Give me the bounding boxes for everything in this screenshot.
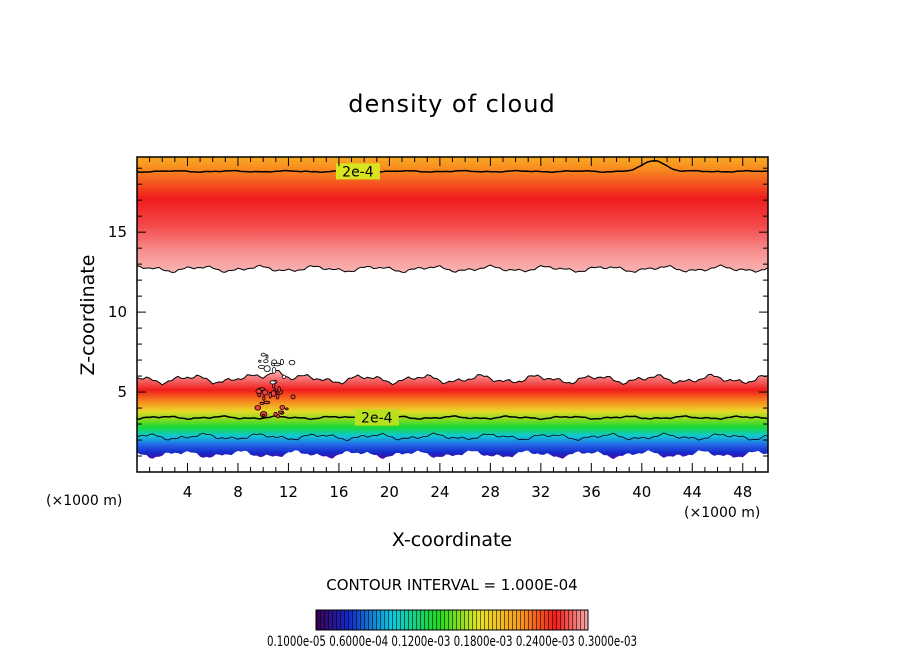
convection-cell [260,352,266,357]
x-tick-label: 28 [481,483,500,501]
convection-cell [270,390,277,397]
convection-cell [255,388,262,394]
convection-cell [261,413,265,417]
convection-cell [263,359,269,364]
x-axis-label: X-coordinate [392,529,512,551]
upper-2e-4-contour [137,159,768,174]
x-tick-label: 20 [380,483,399,501]
convection-cluster [254,352,296,419]
y-tick-label: 10 [108,303,127,321]
axis-ticks [137,157,768,472]
contour-label-bg-upper [335,163,380,180]
convection-cell [284,407,289,411]
convection-cell [271,367,277,374]
x-tick-label: 24 [430,483,449,501]
contour-label-upper: 2e-4 [342,164,374,180]
lower-layer-top-contour [137,369,768,386]
colorbar-labels: 0.1000e-05 0.6000e-04 0.1200e-03 0.1800e… [267,634,637,650]
x-tick-label: 12 [279,483,298,501]
lower-cloud-layer [137,370,768,460]
convection-cell [277,385,281,393]
convection-cell [273,362,281,367]
x-unit-left: (×1000 m) [46,493,122,509]
convection-cell [258,359,262,363]
x-tick-label: 8 [233,483,243,501]
y-tick-label: 15 [108,223,127,241]
convection-cell [281,374,287,379]
convection-cell [265,354,269,359]
convection-cell [254,404,261,411]
chart-title: density of cloud [348,90,555,118]
x-tick-label: 48 [733,483,752,501]
convection-cell [269,380,276,385]
lower-inner-contour [137,432,768,441]
contour-label-lower: 2e-4 [361,411,393,427]
contour-interval-text: CONTOUR INTERVAL = 1.000E-04 [326,576,577,594]
upper-layer-lower-contour [137,264,768,273]
convection-cell [263,400,271,405]
colorbar-frame [315,609,589,631]
x-tick-label: 32 [531,483,550,501]
x-unit-right: (×1000 m) [684,505,760,521]
y-tick-label: 5 [117,383,127,401]
convection-cell [259,401,265,405]
contour-label-bg-lower [354,409,399,426]
convection-cell [261,389,269,396]
convection-cell [263,365,271,372]
upper-cloud-layer [137,157,768,273]
convection-cell [275,393,280,400]
convection-cell [257,364,266,369]
convection-cell [262,395,266,401]
convection-cell [278,410,283,414]
y-axis-label: Z-coordinate [77,255,99,376]
convection-cell [288,359,296,366]
convection-cell [273,411,278,417]
x-tick-label: 36 [582,483,601,501]
convection-cell [290,394,296,400]
x-tick-label: 16 [329,483,348,501]
x-tick-label: 40 [632,483,651,501]
convection-cell [279,405,286,410]
convection-cell [257,392,262,397]
x-tick-label: 4 [183,483,193,501]
convection-cell [279,358,284,366]
x-tick-label: 44 [683,483,702,501]
colorbar-stripes [316,610,588,630]
lower-2e-4-contour [137,415,768,421]
